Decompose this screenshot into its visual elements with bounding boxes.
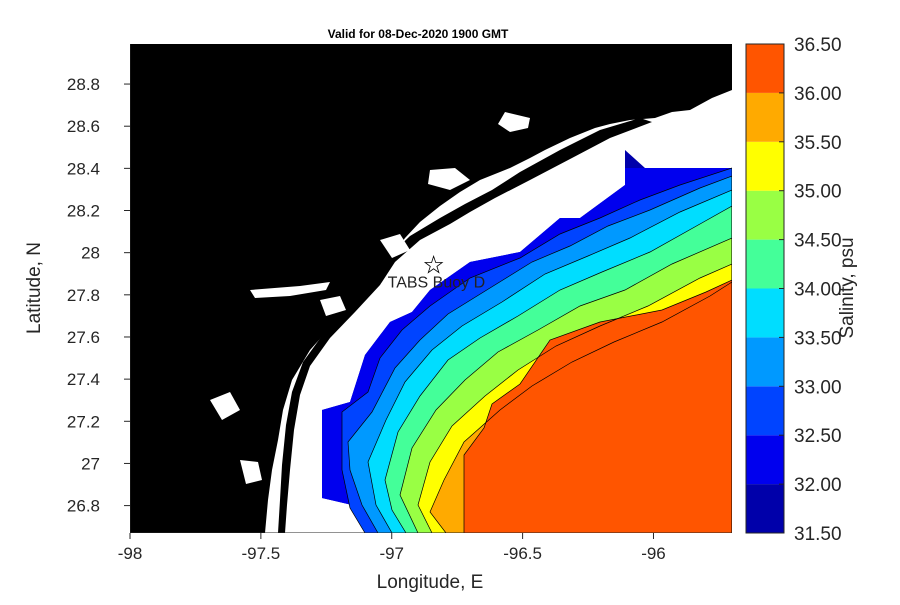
contour-lines — [341, 167, 732, 533]
colorbar-swatch — [746, 44, 784, 93]
y-tick-label: 28.6 — [67, 117, 100, 136]
colorbar-tick-label: 34.00 — [794, 280, 842, 301]
plot-area — [130, 44, 732, 533]
y-axis: 26.8 27 27.2 27.4 27.6 27.8 28 28.2 28.4 28.6 28.8 — [67, 75, 130, 516]
y-tick-label: 27.4 — [67, 370, 100, 389]
y-tick-label: 28.4 — [67, 159, 100, 178]
y-axis-label: Latitude, N — [24, 242, 45, 334]
colorbar-tick-label: 33.50 — [794, 328, 842, 349]
x-tick-label: -97.5 — [241, 544, 280, 563]
bay-6 — [210, 392, 240, 420]
x-tick-label: -96.5 — [503, 544, 542, 563]
colorbar-tick-label: 35.00 — [794, 182, 842, 203]
colorbar: 31.50 32.00 32.50 33.00 33.50 34.00 34.50 35.00… — [745, 35, 842, 545]
y-tick-label: 27.8 — [67, 286, 100, 305]
contour-line-2 — [347, 175, 732, 533]
colorbar-tick-label: 31.50 — [794, 524, 842, 545]
salinity-band-10 — [464, 280, 732, 533]
bay-1 — [498, 112, 530, 132]
colorbar-swatch — [746, 386, 784, 436]
mainland — [130, 44, 732, 533]
x-axis: -98 -97.5 -97 -96.5 -96 — [118, 533, 666, 563]
bay-5 — [250, 282, 330, 298]
colorbar-tick-label: 32.50 — [794, 426, 842, 447]
x-tick-label: -98 — [118, 544, 143, 563]
colorbar-swatch — [746, 435, 784, 485]
colorbar-tick-label: 36.50 — [794, 35, 842, 56]
y-tick-label: 27 — [81, 454, 100, 473]
colorbar-tick-label: 34.50 — [794, 231, 842, 252]
bay-7 — [240, 460, 262, 484]
chart-title: Valid for 08-Dec-2020 1900 GMT — [328, 27, 509, 41]
colorbar-tick-label: 35.50 — [794, 133, 842, 154]
contour-line-5 — [399, 237, 732, 533]
colorbar-swatch — [746, 484, 784, 533]
bay-3 — [380, 234, 410, 258]
buoy-star-icon — [423, 255, 444, 274]
contour-line-6 — [417, 263, 732, 533]
contour-line-4 — [384, 205, 732, 533]
bay-4 — [320, 296, 346, 316]
y-tick-label: 28 — [81, 244, 100, 263]
buoy-label: TABS Buoy D — [388, 274, 486, 291]
colorbar-swatch — [746, 288, 784, 338]
contour-line-8 — [463, 279, 732, 533]
y-tick-label: 26.8 — [67, 497, 100, 516]
y-tick-label: 28.2 — [67, 202, 100, 221]
colorbar-tick-label: 33.00 — [794, 377, 842, 398]
x-tick-label: -97 — [379, 544, 404, 563]
y-tick-label: 27.6 — [67, 328, 100, 347]
y-tick-label: 27.2 — [67, 412, 100, 431]
colorbar-swatch — [746, 92, 784, 142]
contour-line-7 — [429, 281, 732, 533]
x-tick-label: -96 — [641, 544, 666, 563]
bay-waters — [210, 112, 530, 484]
contour-line-1 — [341, 167, 732, 533]
colorbar-swatch — [746, 190, 784, 240]
contour-line-3 — [367, 189, 732, 533]
land-mass — [130, 44, 732, 533]
colorbar-swatch — [746, 141, 784, 191]
bay-2 — [428, 168, 470, 190]
buoy-marker: TABS Buoy D — [388, 255, 486, 291]
x-axis-label: Longitude, E — [377, 572, 484, 593]
colorbar-swatch — [746, 337, 784, 387]
y-tick-label: 28.8 — [67, 75, 100, 94]
colorbar-label: Salinity, psu — [837, 237, 858, 338]
colorbar-swatch — [746, 239, 784, 289]
salinity-bands — [322, 150, 732, 533]
colorbar-tick-label: 36.00 — [794, 84, 842, 105]
colorbar-tick-label: 32.00 — [794, 475, 842, 496]
